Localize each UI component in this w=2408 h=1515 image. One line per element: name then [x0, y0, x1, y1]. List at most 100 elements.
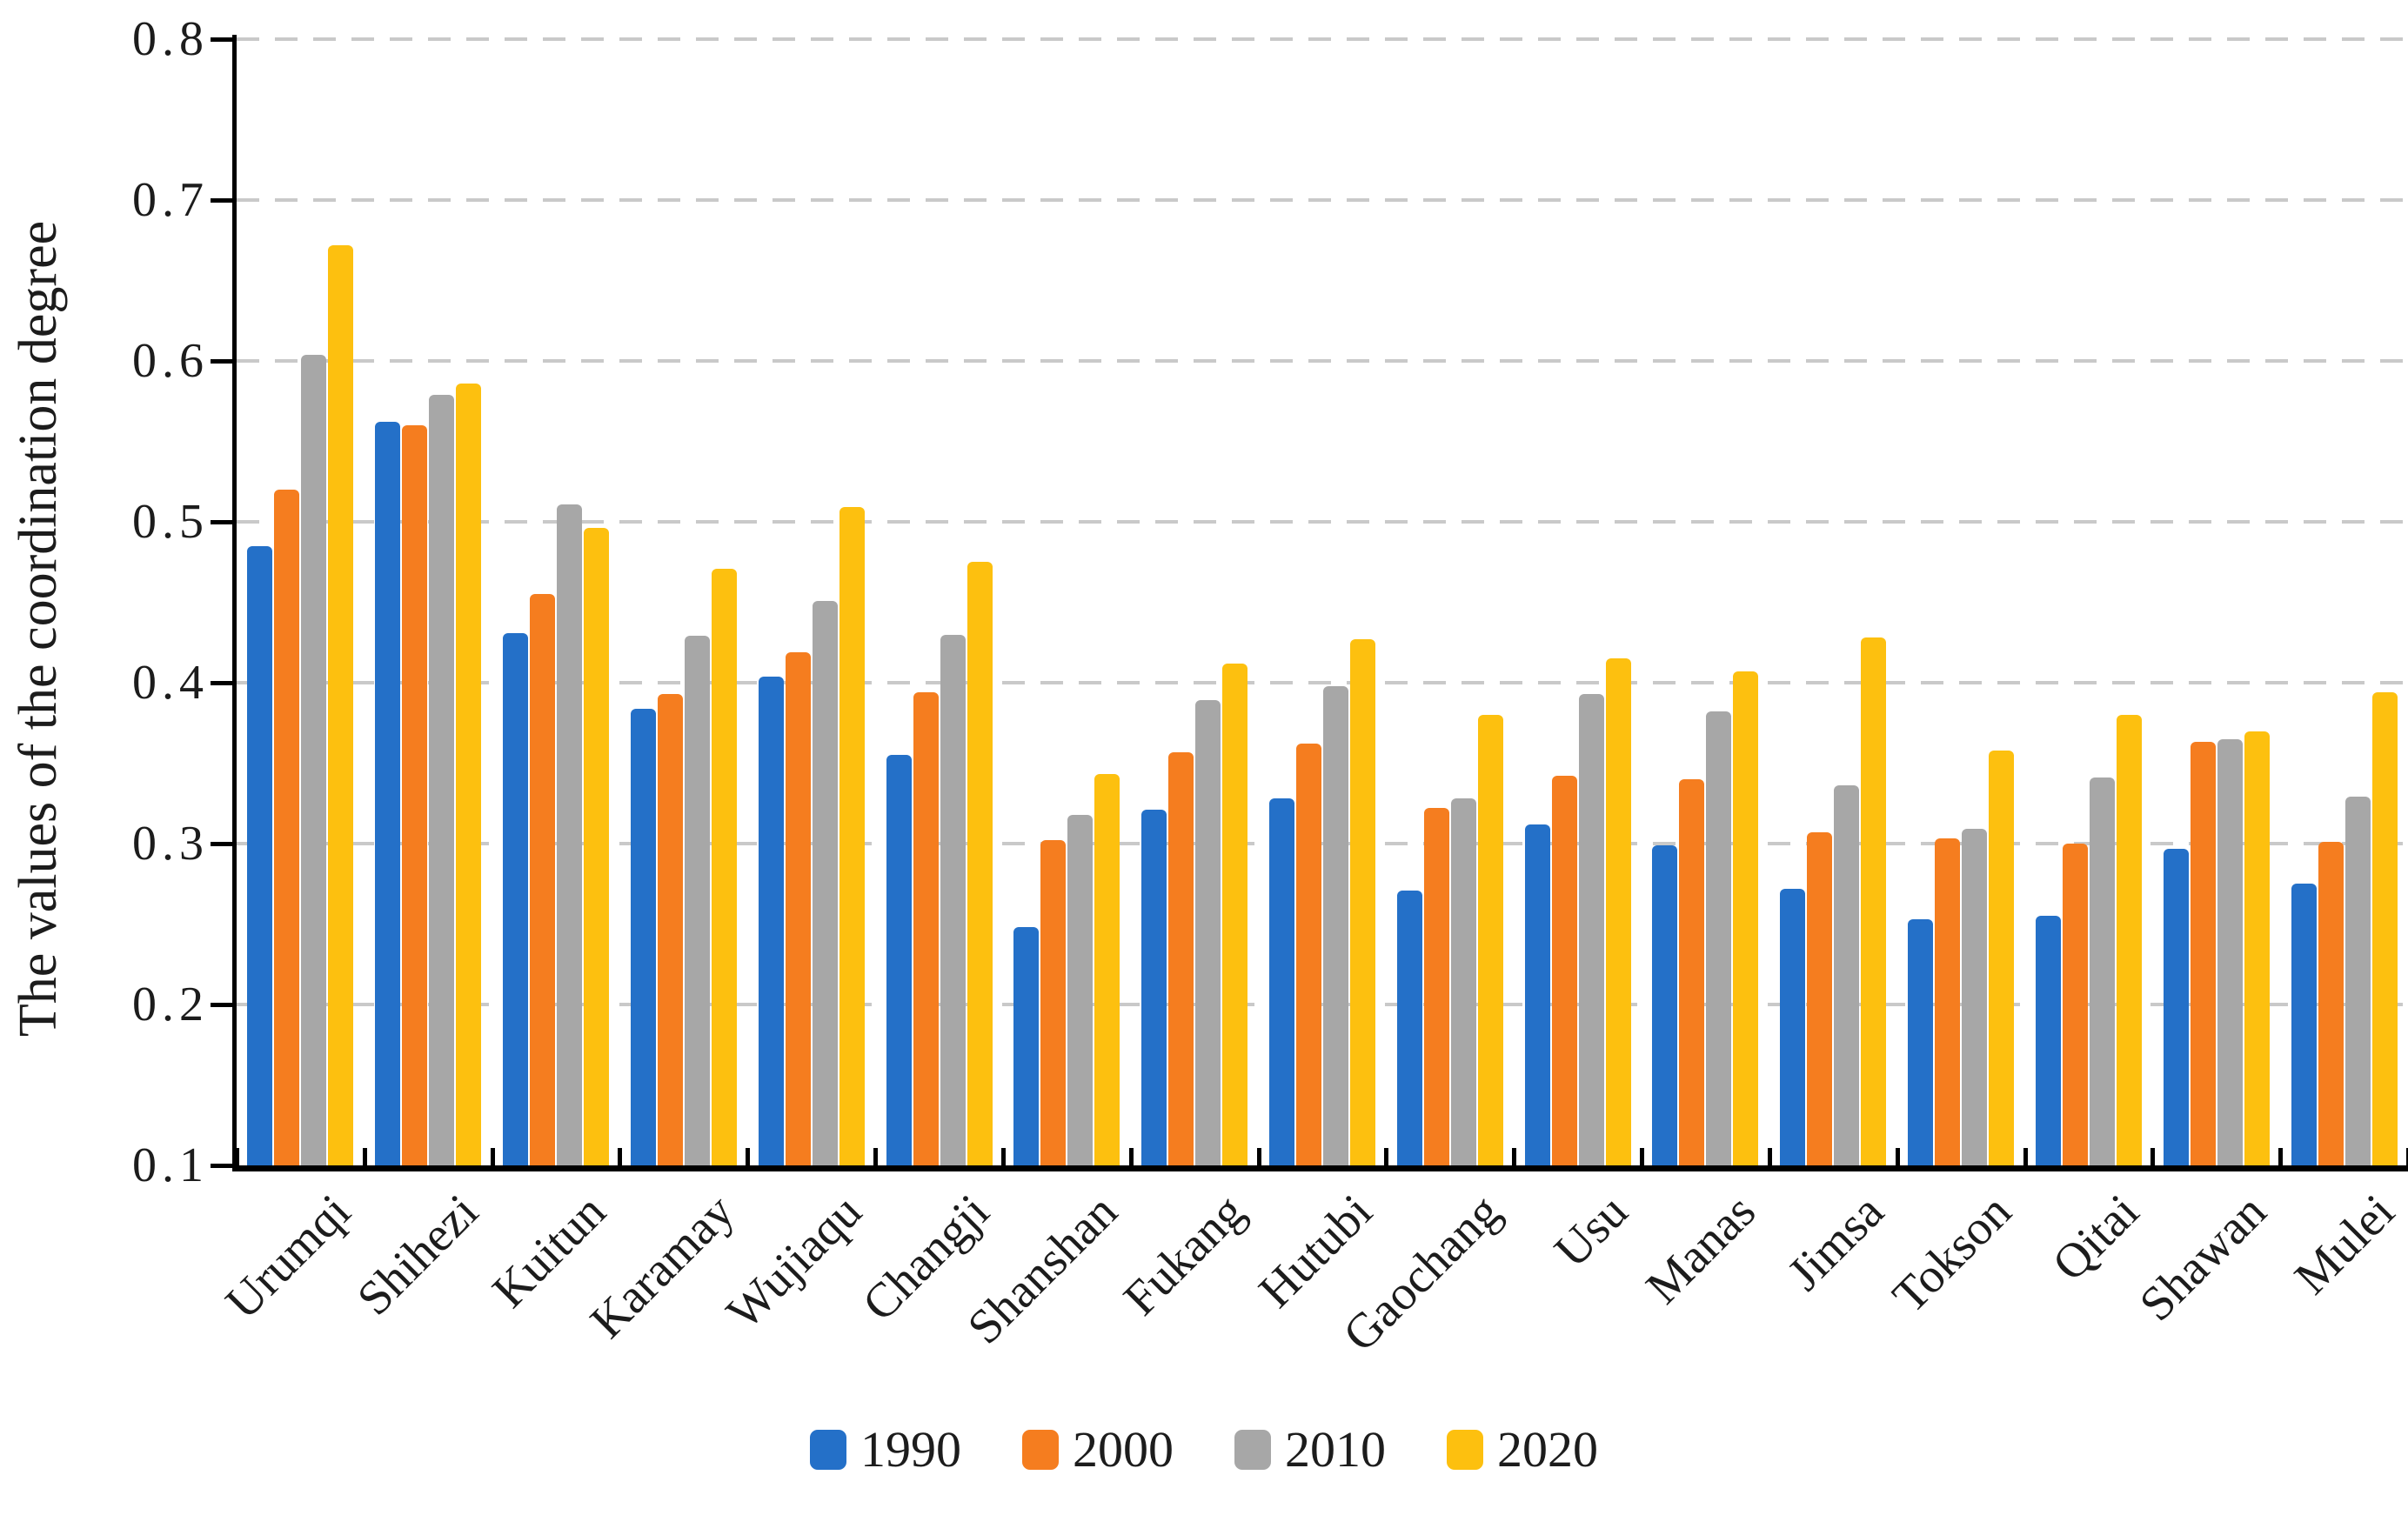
bar-changji-2020	[967, 562, 993, 1165]
bar-usu-2000	[1551, 776, 1577, 1165]
y-axis-tick	[211, 842, 233, 846]
bar-usu-2020	[1605, 658, 1631, 1165]
bar-kuitun-2000	[530, 594, 556, 1165]
y-tick-label: 0.2	[132, 978, 209, 1031]
y-tick-label: 0.5	[132, 495, 209, 549]
bar-group-hutubi	[1259, 639, 1387, 1165]
gridline	[237, 37, 2408, 41]
bar-qitai-1990	[2035, 916, 2061, 1165]
bar-wujiaqu-2020	[839, 507, 865, 1165]
y-axis-tick	[211, 1164, 233, 1168]
bar-mulei-2010	[2344, 797, 2371, 1165]
bar-wujiaqu-2000	[785, 651, 811, 1165]
bar-changji-2000	[913, 692, 939, 1165]
bar-shihezi-2010	[429, 394, 455, 1165]
bar-jimsa-2000	[1807, 832, 1833, 1165]
bar-changji-2010	[940, 634, 966, 1165]
bar-kuitun-2010	[557, 504, 583, 1165]
plot-area	[237, 37, 2408, 1165]
bar-urumqi-2020	[328, 244, 354, 1165]
bar-mulei-2020	[2371, 692, 2398, 1165]
bar-qitai-2010	[2089, 778, 2115, 1165]
x-axis-tick	[873, 1148, 879, 1165]
bar-shawan-2000	[2190, 742, 2216, 1165]
bar-jimsa-1990	[1780, 888, 1806, 1165]
x-category-label-text: Shihezi	[347, 1184, 489, 1326]
bar-shawan-2020	[2244, 731, 2270, 1165]
gridline	[237, 520, 2408, 524]
bar-hutubi-2010	[1322, 685, 1348, 1165]
x-axis-tick	[1895, 1148, 1900, 1165]
legend: 1990 2000 2010 2020	[0, 1425, 2408, 1475]
x-category-label-text: Tokson	[1882, 1184, 2022, 1324]
bar-gaochang-2020	[1477, 715, 1503, 1165]
bar-shihezi-2020	[456, 383, 482, 1165]
x-category-label-text: Karamay	[579, 1184, 745, 1349]
bar-shawan-2010	[2217, 738, 2243, 1165]
gridline	[237, 842, 2408, 845]
bar-manas-2000	[1679, 779, 1705, 1165]
bar-qitai-2020	[2116, 715, 2142, 1165]
bar-gaochang-2010	[1450, 798, 1476, 1165]
bar-shanshan-2000	[1040, 840, 1067, 1165]
legend-item-2020: 2020	[1447, 1425, 1598, 1475]
bar-group-urumqi	[237, 244, 365, 1165]
legend-label-1990: 1990	[860, 1421, 961, 1478]
bar-jimsa-2010	[1834, 785, 1860, 1165]
x-axis-tick	[2278, 1148, 2284, 1165]
y-tick-label: 0.4	[132, 656, 209, 710]
x-axis-tick	[1767, 1148, 1772, 1165]
legend-swatch-1990	[810, 1430, 846, 1470]
bar-usu-1990	[1524, 824, 1550, 1165]
gridline	[237, 1003, 2408, 1006]
legend-item-2000: 2000	[1022, 1425, 1174, 1475]
bar-usu-2010	[1578, 693, 1604, 1165]
bar-manas-2010	[1706, 711, 1732, 1165]
bar-group-kuitun	[492, 504, 620, 1165]
x-axis-tick	[490, 1148, 495, 1165]
x-category-label-text: Mulei	[2284, 1184, 2405, 1305]
bar-shanshan-2010	[1067, 814, 1094, 1165]
bar-group-jimsa	[1769, 637, 1897, 1165]
x-category-label-text: Fukang	[1114, 1184, 1255, 1326]
x-category-label-text: Manas	[1635, 1184, 1767, 1315]
bar-manas-1990	[1652, 844, 1678, 1165]
bar-group-mulei	[2280, 692, 2408, 1165]
legend-swatch-2010	[1234, 1430, 1271, 1470]
bar-wujiaqu-1990	[758, 676, 784, 1165]
bar-shawan-1990	[2163, 848, 2189, 1165]
legend-item-1990: 1990	[810, 1425, 961, 1475]
x-axis-tick	[1640, 1148, 1645, 1165]
x-category-label-text: Usu	[1544, 1184, 1639, 1278]
bar-karamay-2020	[711, 568, 737, 1165]
y-tick-label: 0.1	[132, 1138, 209, 1192]
gridline	[237, 359, 2408, 363]
y-tick-label: 0.8	[132, 12, 209, 66]
bar-tokson-1990	[1908, 918, 1934, 1165]
y-axis-tick	[211, 359, 233, 364]
bar-group-shawan	[2152, 731, 2280, 1165]
y-tick-label: 0.3	[132, 817, 209, 871]
x-axis-tick	[746, 1148, 751, 1165]
bar-tokson-2000	[1935, 838, 1961, 1165]
y-axis-line	[232, 35, 237, 1169]
bar-mulei-2000	[2318, 842, 2344, 1165]
legend-label-2010: 2010	[1285, 1421, 1386, 1478]
bar-group-shihezi	[365, 383, 492, 1165]
bar-karamay-2010	[684, 636, 710, 1165]
x-axis-tick	[1128, 1148, 1134, 1165]
bar-kuitun-1990	[503, 632, 529, 1165]
bar-karamay-1990	[630, 708, 656, 1165]
x-axis-tick	[1000, 1148, 1006, 1165]
gridline	[237, 198, 2408, 202]
legend-label-2000: 2000	[1073, 1421, 1174, 1478]
bar-group-fukang	[1131, 663, 1259, 1165]
bar-shanshan-2020	[1094, 774, 1120, 1165]
legend-swatch-2000	[1022, 1430, 1059, 1470]
bar-gaochang-1990	[1396, 890, 1422, 1165]
x-category-label-text: Shawan	[2130, 1184, 2278, 1332]
y-axis-tick	[211, 37, 233, 42]
bar-urumqi-2010	[301, 354, 327, 1165]
bar-group-karamay	[619, 568, 747, 1165]
x-category-label-text: Jimsa	[1776, 1184, 1895, 1301]
